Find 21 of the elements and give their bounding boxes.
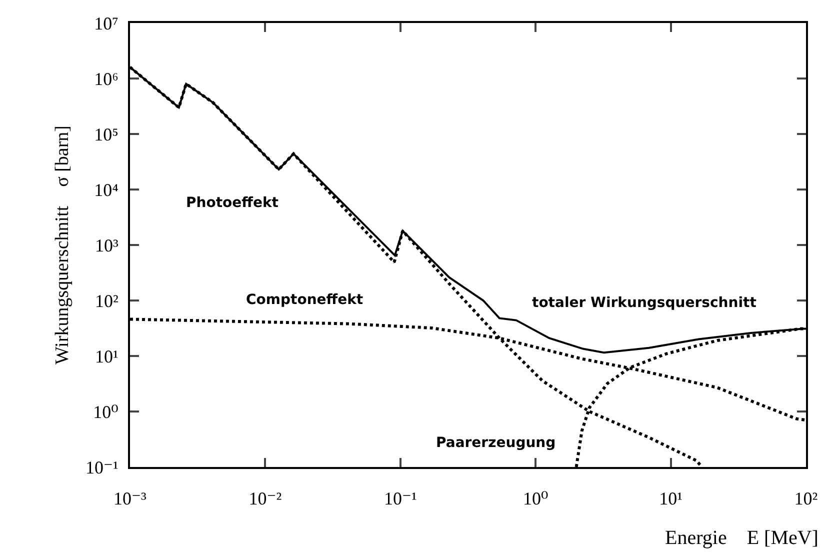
y-tick-label: 10⁷ [94, 13, 118, 34]
y-tick-label: 10³ [94, 235, 119, 256]
annotation: Paarerzeugung [436, 435, 556, 451]
y-tick-label: 10⁴ [94, 180, 118, 200]
annotation: totaler Wirkungsquerschnitt [532, 295, 757, 311]
y-tick-label: 10⁶ [94, 68, 118, 89]
x-tick-label: 10⁰ [522, 488, 548, 509]
y-tick-label: 10⁻¹ [85, 457, 118, 478]
annotation: Comptoneffekt [246, 292, 364, 308]
y-tick-label: 10² [94, 290, 118, 311]
x-tick-label: 10⁻¹ [384, 488, 417, 509]
x-axis-title: Energie E [MeV] [665, 527, 818, 549]
x-tick-label: 10² [794, 488, 818, 509]
x-tick-label: 10⁻³ [114, 488, 148, 509]
x-tick-label: 10⁻² [248, 488, 282, 509]
x-tick-label: 10¹ [659, 488, 683, 509]
y-axis-title: Wirkungsquerschnitt σ [barn] [52, 125, 73, 365]
y-tick-label: 10⁵ [94, 124, 118, 144]
annotation: Photoeffekt [186, 195, 279, 211]
y-tick-label: 10⁰ [93, 402, 118, 422]
y-tick-label: 10¹ [94, 346, 118, 366]
